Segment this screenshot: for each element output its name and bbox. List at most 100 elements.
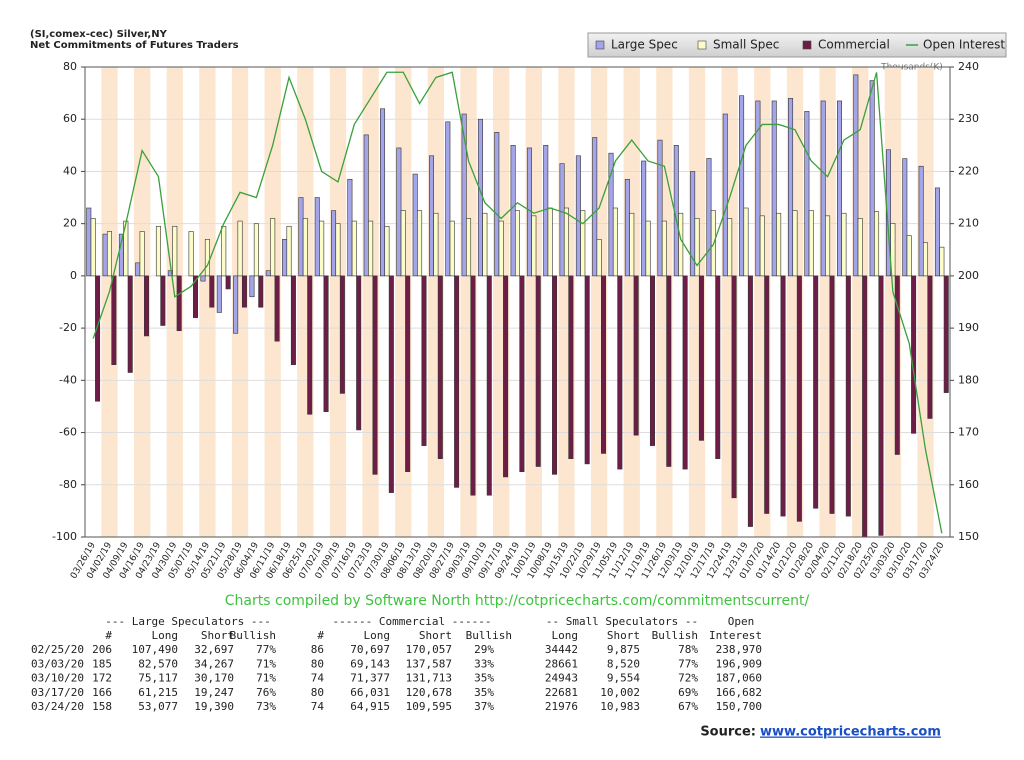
table-cell: 32,697 xyxy=(194,643,234,656)
table-cell: 172 xyxy=(92,672,112,685)
bar xyxy=(155,225,161,277)
bar xyxy=(927,275,933,419)
legend-swatch xyxy=(595,40,605,50)
legend-label: Large Spec xyxy=(611,38,678,52)
table-cell: 35% xyxy=(474,686,494,699)
bar xyxy=(204,239,210,277)
bar xyxy=(400,210,406,277)
table-cell: 131,713 xyxy=(406,672,452,685)
y2-tick-label: 220 xyxy=(958,164,979,177)
legend-label: Commercial xyxy=(818,38,890,52)
table-cell: 187,060 xyxy=(716,672,762,685)
table-cell: 02/25/20 xyxy=(31,643,84,656)
table-cell: 03/10/20 xyxy=(31,672,84,685)
table-cell: 185 xyxy=(92,657,112,670)
bar xyxy=(265,270,271,277)
table-cell: 53,077 xyxy=(138,700,178,713)
table-cell: 75,117 xyxy=(138,672,178,685)
table-cell: 21976 xyxy=(545,700,578,713)
legend-label: Open Interest xyxy=(923,38,1005,52)
bar xyxy=(200,275,206,282)
bar xyxy=(666,275,672,467)
bar xyxy=(755,100,761,277)
bar xyxy=(559,163,565,277)
bar xyxy=(384,225,390,277)
table-col-header: Bullish xyxy=(652,629,698,642)
bar xyxy=(661,220,667,277)
bar xyxy=(135,262,141,277)
bar xyxy=(885,149,891,277)
table-cell: 66,031 xyxy=(350,686,390,699)
footer: Charts compiled by Software North http:/… xyxy=(225,593,810,609)
stripe xyxy=(297,67,314,537)
bar xyxy=(221,225,227,277)
bar xyxy=(258,275,264,308)
table-col-header: Bullish xyxy=(230,629,276,642)
bar xyxy=(878,275,884,536)
table-col-header: Long xyxy=(552,629,579,642)
bar xyxy=(106,231,112,277)
stripe xyxy=(264,67,281,537)
bar xyxy=(911,275,917,434)
bar xyxy=(368,220,374,277)
table-cell: 64,915 xyxy=(350,700,390,713)
table-cell: 206 xyxy=(92,643,112,656)
table-cell: 86 xyxy=(311,643,324,656)
bar xyxy=(461,113,467,277)
bar xyxy=(417,210,423,277)
bar xyxy=(894,275,900,455)
bar xyxy=(86,207,92,277)
table-col-header: Short xyxy=(201,629,234,642)
table-cell: 166,682 xyxy=(716,686,762,699)
bar xyxy=(657,139,663,277)
y-tick-label: -60 xyxy=(59,426,77,439)
table-cell: 35% xyxy=(474,672,494,685)
y-tick-label: -20 xyxy=(59,321,77,334)
bar xyxy=(629,212,635,277)
bar xyxy=(477,118,483,277)
bar xyxy=(339,275,345,394)
bar xyxy=(808,210,814,277)
bar xyxy=(923,242,929,277)
bar xyxy=(601,275,607,454)
table-cell: 9,554 xyxy=(607,672,640,685)
bar xyxy=(706,158,712,277)
table-group-header: Open xyxy=(728,615,755,628)
bar xyxy=(372,275,378,475)
bar xyxy=(188,231,194,277)
table-col-header: Interest xyxy=(709,629,762,642)
bar xyxy=(286,225,292,277)
bar xyxy=(612,207,618,277)
table-cell: 77% xyxy=(256,643,276,656)
bar xyxy=(874,211,880,277)
y-tick-label: 80 xyxy=(63,60,77,73)
bar xyxy=(547,207,553,277)
table-cell: 30,170 xyxy=(194,672,234,685)
bar xyxy=(335,223,341,277)
bar xyxy=(486,275,492,496)
bar xyxy=(249,275,255,298)
bar xyxy=(351,220,357,277)
bar xyxy=(682,275,688,470)
table-col-header: Long xyxy=(364,629,391,642)
bar xyxy=(454,275,460,488)
bar xyxy=(466,218,472,277)
legend-swatch xyxy=(697,40,707,50)
bar xyxy=(584,275,590,465)
bar xyxy=(780,275,786,517)
table-cell: 03/24/20 xyxy=(31,700,84,713)
bar xyxy=(225,275,231,290)
bar xyxy=(739,95,745,277)
y2-tick-label: 230 xyxy=(958,112,979,125)
line xyxy=(92,71,943,534)
bar xyxy=(380,108,386,277)
table-cell: 71% xyxy=(256,657,276,670)
table-cell: 22681 xyxy=(545,686,578,699)
bar xyxy=(449,220,455,277)
y-tick-label: -100 xyxy=(52,530,77,543)
bar xyxy=(641,160,647,277)
bar xyxy=(918,165,924,277)
source-link[interactable]: www.cotpricecharts.com xyxy=(760,725,941,740)
bar xyxy=(715,275,721,459)
